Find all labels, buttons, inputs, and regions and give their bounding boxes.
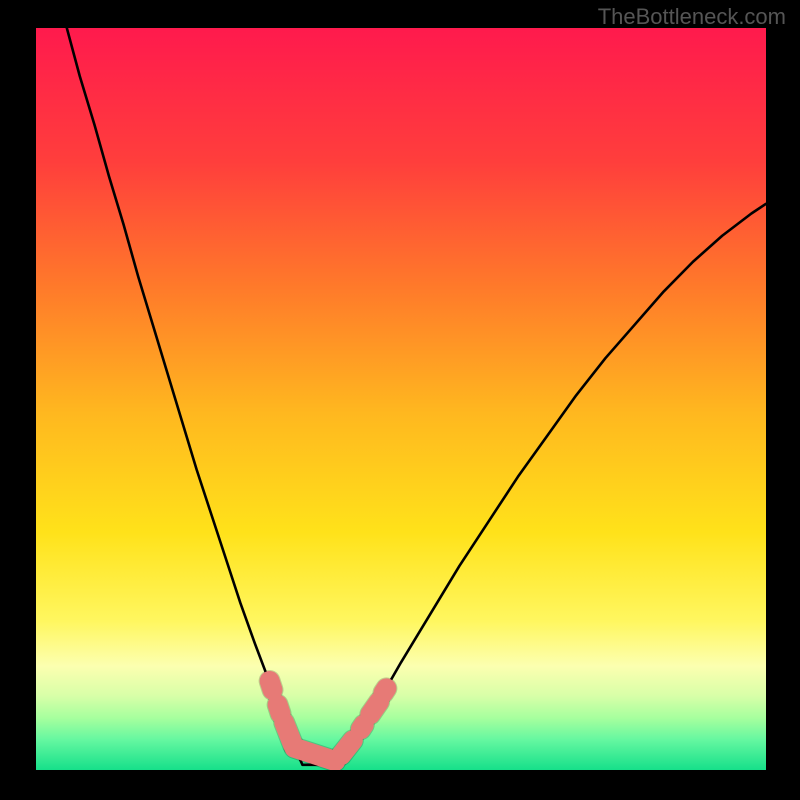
marker-capsule [383,688,386,692]
marker-capsule [370,702,379,715]
chart-frame: TheBottleneck.com [0,0,800,800]
gradient-background [36,28,766,770]
marker-capsule [361,725,364,729]
bottleneck-curve-chart [36,28,766,770]
watermark-text: TheBottleneck.com [598,4,786,30]
marker-capsule [341,740,353,755]
marker-capsule [278,705,281,714]
plot-area [36,28,766,770]
marker-capsule [294,748,335,761]
marker-capsule [270,681,273,690]
